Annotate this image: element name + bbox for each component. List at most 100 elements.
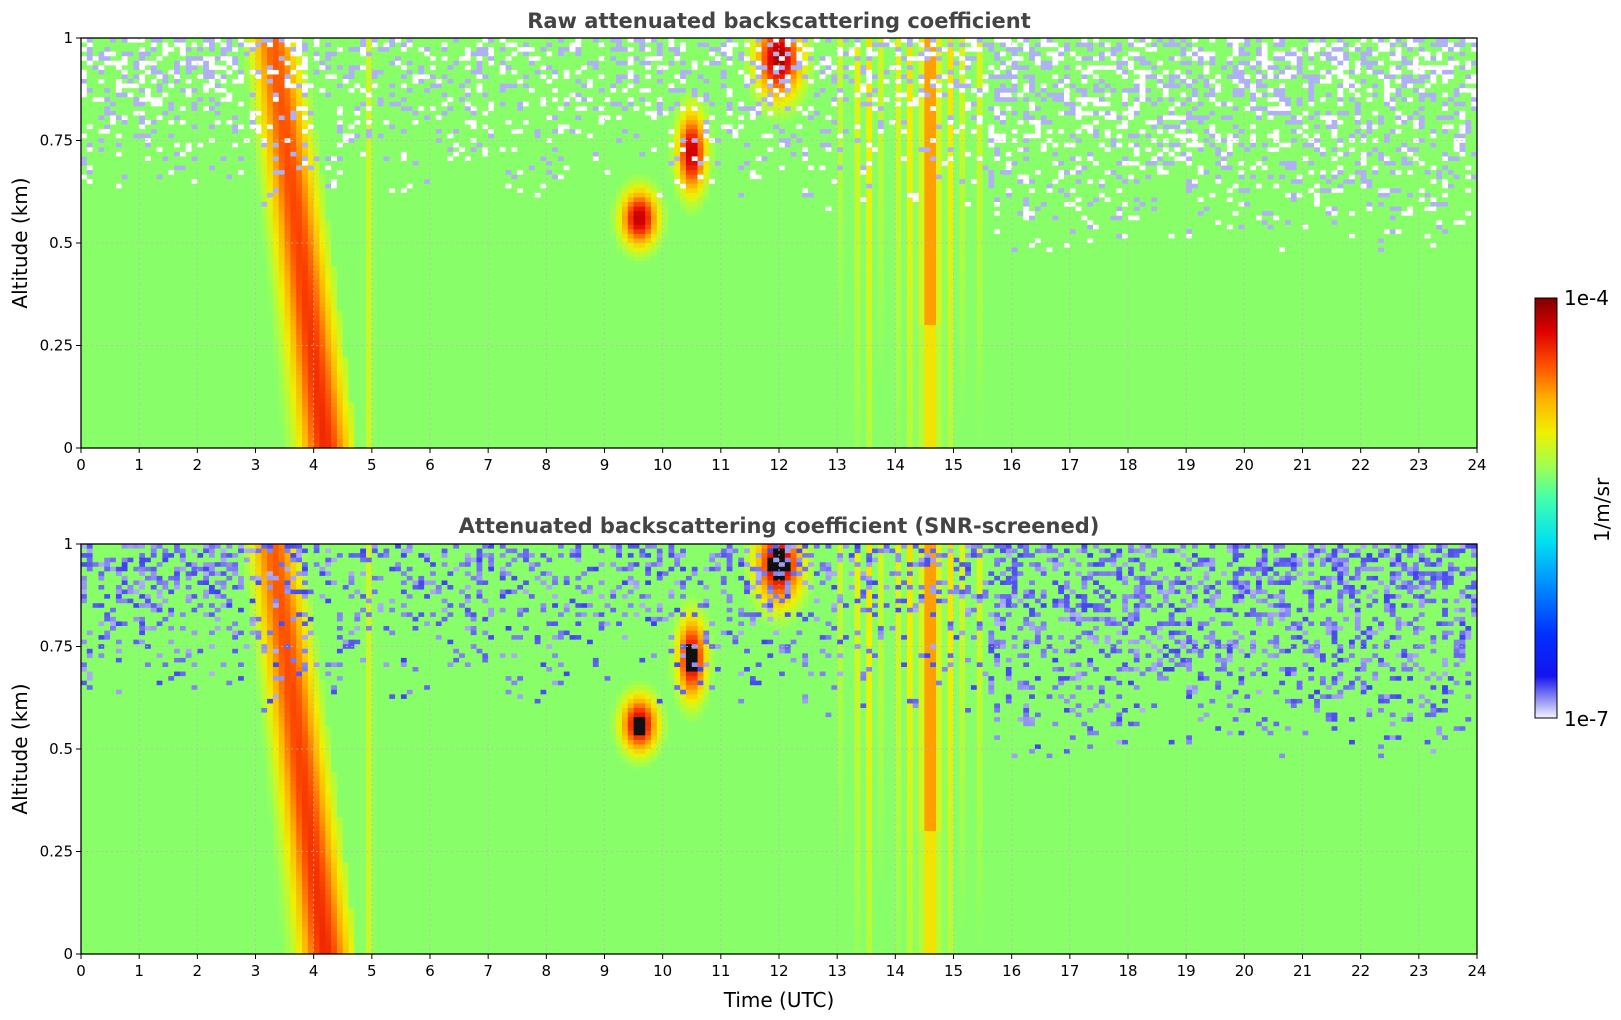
heatmap-cell	[122, 106, 128, 111]
heatmap-cell	[122, 65, 128, 70]
heatmap-cell	[145, 398, 151, 403]
heatmap-cell	[81, 143, 87, 148]
heatmap-cell	[93, 84, 99, 89]
heatmap-cell	[104, 357, 110, 362]
heatmap-cell	[110, 229, 116, 234]
heatmap-cell	[98, 434, 104, 439]
heatmap-cell	[104, 325, 110, 330]
heatmap-cell	[128, 220, 134, 225]
heatmap-cell	[110, 334, 116, 339]
heatmap-cell	[87, 293, 93, 298]
heatmap-cell	[81, 93, 87, 98]
heatmap-cell	[145, 357, 151, 362]
heatmap-cell	[98, 311, 104, 316]
heatmap-cell	[122, 289, 128, 294]
heatmap-cell	[104, 175, 110, 180]
heatmap-cell	[145, 93, 151, 98]
heatmap-cell	[110, 207, 116, 212]
heatmap-cell	[104, 166, 110, 171]
heatmap-cell	[104, 398, 110, 403]
heatmap-cell	[145, 234, 151, 239]
heatmap-cell	[93, 216, 99, 221]
heatmap-cell	[81, 47, 87, 52]
heatmap-cell	[110, 184, 116, 189]
heatmap-cell	[128, 293, 134, 298]
heatmap-cell	[145, 61, 151, 66]
heatmap-cell	[93, 266, 99, 271]
heatmap-cell	[139, 270, 145, 275]
heatmap-cell	[104, 43, 110, 48]
heatmap-cell	[139, 74, 145, 79]
heatmap-cell	[116, 311, 122, 316]
heatmap-cell	[122, 38, 128, 43]
heatmap-cell	[81, 179, 87, 184]
heatmap-cell	[81, 248, 87, 253]
heatmap-cell	[104, 79, 110, 84]
heatmap-cell	[128, 216, 134, 221]
heatmap-cell	[110, 430, 116, 435]
heatmap-cell	[122, 197, 128, 202]
heatmap-cell	[98, 43, 104, 48]
heatmap-cell	[87, 430, 93, 435]
heatmap-cell	[128, 361, 134, 366]
heatmap-cell	[110, 416, 116, 421]
heatmap-cell	[98, 207, 104, 212]
heatmap-cell	[93, 43, 99, 48]
heatmap-cell	[104, 266, 110, 271]
heatmap-cell	[110, 79, 116, 84]
heatmap-cell	[98, 170, 104, 175]
heatmap-cell	[87, 65, 93, 70]
heatmap-cell	[116, 293, 122, 298]
heatmap-cell	[116, 88, 122, 93]
heatmap-cell	[93, 225, 99, 230]
heatmap-cell	[145, 270, 151, 275]
heatmap-cell	[110, 106, 116, 111]
heatmap-cell	[87, 220, 93, 225]
heatmap-cell	[110, 270, 116, 275]
heatmap-cell	[128, 261, 134, 266]
heatmap-cell	[116, 65, 122, 70]
heatmap-cell	[87, 93, 93, 98]
heatmap-cell	[128, 425, 134, 430]
heatmap-cell	[104, 47, 110, 52]
heatmap-cell	[145, 389, 151, 394]
heatmap-cell	[98, 261, 104, 266]
heatmap-cell	[122, 115, 128, 120]
heatmap-cell	[128, 188, 134, 193]
figure: Raw attenuated backscattering coefficien…	[0, 0, 1621, 1020]
heatmap-cell	[87, 56, 93, 61]
heatmap-cell	[98, 371, 104, 376]
heatmap-cell	[139, 152, 145, 157]
heatmap-cell	[122, 47, 128, 52]
heatmap-cell	[116, 225, 122, 230]
heatmap-cell	[104, 439, 110, 444]
heatmap-cell	[87, 120, 93, 125]
heatmap-cell	[87, 298, 93, 303]
heatmap-cell	[81, 106, 87, 111]
heatmap-cell	[116, 143, 122, 148]
heatmap-cell	[128, 330, 134, 335]
heatmap-cell	[81, 43, 87, 48]
heatmap-cell	[87, 261, 93, 266]
heatmap-cell	[98, 289, 104, 294]
heatmap-cell	[98, 425, 104, 430]
heatmap-cell	[122, 184, 128, 189]
heatmap-cell	[122, 330, 128, 335]
heatmap-cell	[110, 56, 116, 61]
heatmap-cell	[110, 179, 116, 184]
heatmap-cell	[128, 211, 134, 216]
heatmap-cell	[93, 430, 99, 435]
heatmap-cell	[93, 120, 99, 125]
heatmap-cell	[98, 188, 104, 193]
heatmap-cell	[122, 421, 128, 426]
heatmap-cell	[139, 61, 145, 66]
heatmap-cell	[98, 125, 104, 130]
heatmap-cell	[98, 202, 104, 207]
heatmap-cell	[122, 384, 128, 389]
heatmap-cell	[128, 320, 134, 325]
heatmap-cell	[93, 188, 99, 193]
heatmap-cell	[104, 402, 110, 407]
heatmap-cell	[98, 38, 104, 43]
heatmap-cell	[110, 211, 116, 216]
heatmap-cell	[93, 138, 99, 143]
